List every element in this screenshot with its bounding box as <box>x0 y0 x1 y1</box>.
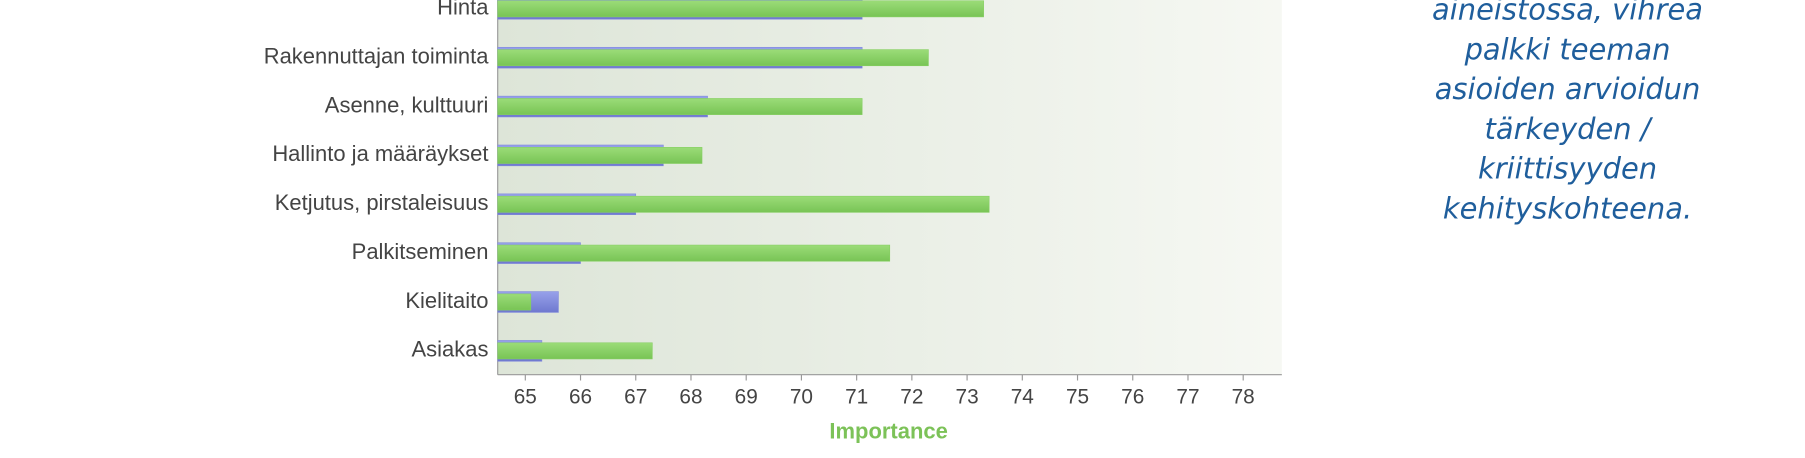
category-label: Hallinto ja määräykset <box>272 141 488 166</box>
category-label: Rakennuttajan toiminta <box>264 43 489 68</box>
x-tick-label: 77 <box>1176 385 1199 408</box>
x-tick-label: 78 <box>1232 385 1255 408</box>
bar <box>497 293 532 311</box>
category-label: Ketjutus, pirstaleisuus <box>275 190 489 215</box>
x-tick-label: 68 <box>679 385 702 408</box>
category-label: Kielitaito <box>405 288 488 313</box>
x-tick-label: 65 <box>514 385 537 408</box>
annotation-line: tärkeyden / <box>1485 112 1654 146</box>
bar <box>497 49 929 67</box>
x-tick-label: 76 <box>1121 385 1144 408</box>
x-tick-label: 73 <box>956 385 979 408</box>
x-tick-label: 72 <box>900 385 923 408</box>
x-tick-label: 69 <box>735 385 758 408</box>
bar <box>497 0 984 18</box>
annotation-line: aineistossa, vihreä <box>1432 0 1703 27</box>
annotation-line: kehityskohteena. <box>1443 191 1692 225</box>
bar <box>497 195 990 213</box>
category-label: Palkitseminen <box>352 239 489 264</box>
bar <box>497 147 703 164</box>
bar <box>497 342 653 360</box>
x-tick-label: 67 <box>624 385 647 408</box>
annotation-line: asioiden arvioidun <box>1435 72 1701 106</box>
x-tick-label: 75 <box>1066 385 1089 408</box>
annotation-line: palkki teeman <box>1464 32 1671 66</box>
x-axis-label: Importance <box>829 418 947 443</box>
category-label: Asenne, kulttuuri <box>325 92 489 117</box>
x-tick-label: 70 <box>790 385 813 408</box>
bar <box>497 98 863 115</box>
x-tick-label: 71 <box>845 385 868 408</box>
category-label: Asiakas <box>412 337 489 362</box>
category-label: Hinta <box>437 0 489 20</box>
x-tick-label: 74 <box>1011 385 1034 408</box>
bar <box>497 244 891 262</box>
annotation-line: kriittisyyden <box>1478 152 1657 186</box>
x-tick-label: 66 <box>569 385 592 408</box>
